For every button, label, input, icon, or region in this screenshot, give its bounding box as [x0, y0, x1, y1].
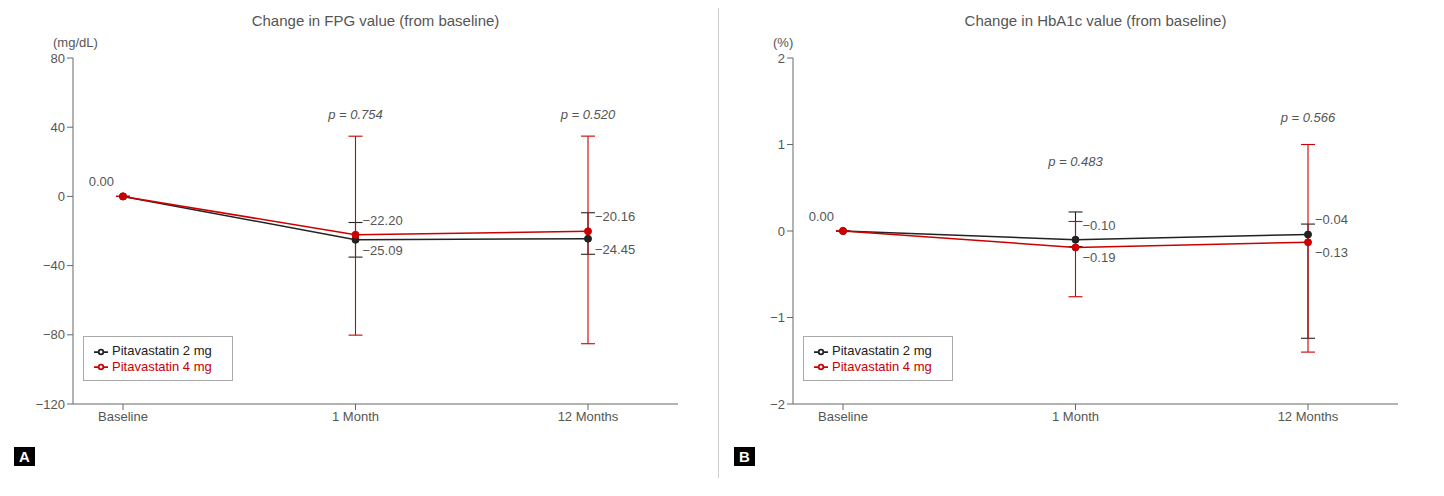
svg-text:p = 0.754: p = 0.754	[327, 107, 383, 122]
svg-text:−25.09: −25.09	[363, 243, 403, 258]
html-text:Change in HbA1c value (from ba: Change in HbA1c value (from baseline)	[964, 12, 1227, 29]
svg-text:p = 0.483: p = 0.483	[1047, 154, 1103, 169]
html-text:(mg/dL): (mg/dL)	[53, 35, 98, 50]
svg-text:12 Months: 12 Months	[1278, 409, 1339, 424]
svg-text:Baseline: Baseline	[818, 409, 868, 424]
svg-text:1 Month: 1 Month	[332, 409, 379, 424]
svg-text:−0.04: −0.04	[1315, 212, 1348, 227]
svg-text:−120: −120	[36, 397, 65, 412]
html-text:Pitavastatin 4 mg: Pitavastatin 4 mg	[832, 358, 932, 374]
html-text:Pitavastatin 4 mg: Pitavastatin 4 mg	[112, 358, 212, 374]
svg-text:p = 0.520: p = 0.520	[560, 107, 616, 122]
svg-text:Baseline: Baseline	[98, 409, 148, 424]
html-text:Pitavastatin 2 mg: Pitavastatin 2 mg	[112, 343, 212, 358]
svg-text:−0.10: −0.10	[1083, 218, 1116, 233]
svg-text:−0.13: −0.13	[1315, 245, 1348, 260]
svg-text:−0.19: −0.19	[1083, 250, 1116, 265]
svg-text:2: 2	[778, 51, 785, 66]
svg-text:−20.16: −20.16	[595, 209, 635, 224]
svg-text:−22.20: −22.20	[363, 213, 403, 228]
html-text:A: A	[19, 448, 30, 465]
svg-text:−2: −2	[770, 397, 785, 412]
html-text:B: B	[739, 448, 750, 465]
svg-text:40: 40	[51, 120, 65, 135]
html-text:Change in FPG value (from base: Change in FPG value (from baseline)	[251, 12, 500, 29]
html-text:Pitavastatin 2 mg: Pitavastatin 2 mg	[832, 343, 932, 358]
svg-text:0.00: 0.00	[89, 174, 114, 189]
svg-text:0: 0	[58, 189, 65, 204]
svg-text:−40: −40	[43, 258, 65, 273]
svg-text:1: 1	[778, 137, 785, 152]
svg-text:0: 0	[778, 224, 785, 239]
svg-text:−1: −1	[770, 310, 785, 325]
svg-text:−80: −80	[43, 327, 65, 342]
svg-text:0.00: 0.00	[809, 209, 834, 224]
svg-text:1 Month: 1 Month	[1052, 409, 1099, 424]
svg-text:p = 0.566: p = 0.566	[1280, 110, 1336, 125]
svg-text:−24.45: −24.45	[595, 242, 635, 257]
svg-text:12 Months: 12 Months	[558, 409, 619, 424]
svg-text:80: 80	[51, 51, 65, 66]
